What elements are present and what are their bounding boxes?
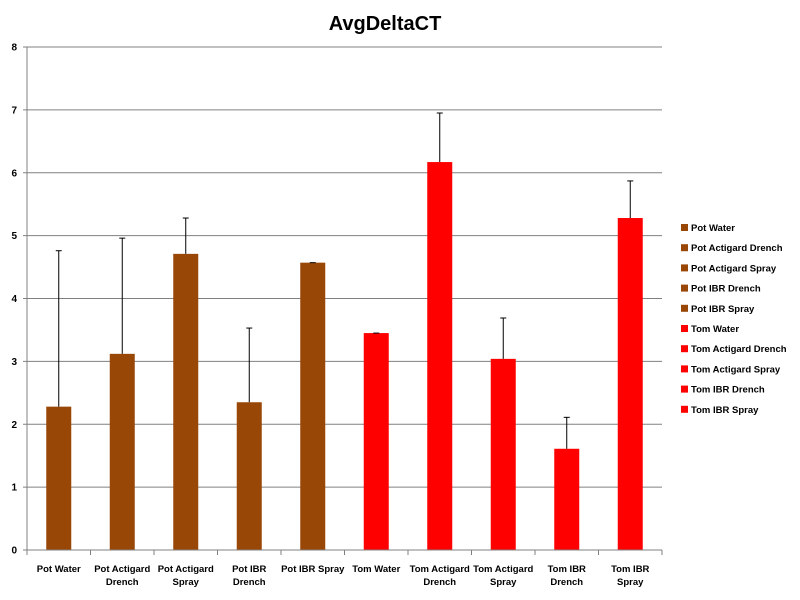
legend-label: Pot Water xyxy=(691,223,735,234)
y-tick-label: 8 xyxy=(11,43,17,54)
bar xyxy=(300,262,326,550)
bar xyxy=(236,402,262,550)
x-tick-label: Pot Actigard Drench xyxy=(94,564,150,588)
legend-swatch xyxy=(681,405,688,413)
x-tick-label: Tom Actigard Spray xyxy=(473,564,533,588)
y-tick-label: 7 xyxy=(11,105,17,116)
x-tick-label: Pot Actigard Spray xyxy=(158,564,214,588)
bar xyxy=(427,162,453,550)
legend-swatch xyxy=(681,345,688,353)
bar xyxy=(173,253,199,550)
legend-label: Pot Actigard Drench xyxy=(691,243,783,254)
legend-swatch xyxy=(681,284,688,292)
x-tick-label: Tom IBR Spray xyxy=(611,564,649,588)
y-tick-label: 5 xyxy=(11,231,17,242)
bars xyxy=(46,162,643,550)
y-tick-label: 1 xyxy=(11,483,17,494)
x-tick-label: Tom Water xyxy=(352,564,400,575)
legend-label: Tom Actigard Drench xyxy=(691,344,787,355)
legend-item: Pot Actigard Drench xyxy=(681,243,783,254)
x-tick-label: Tom IBR Drench xyxy=(548,564,586,588)
legend-label: Tom Water xyxy=(691,324,739,335)
legend-swatch xyxy=(681,304,688,312)
y-tick-label: 0 xyxy=(11,546,17,557)
bar xyxy=(554,448,580,550)
legend-label: Tom IBR Spray xyxy=(691,405,759,416)
error-bars xyxy=(55,112,634,449)
category-labels: Pot Water Pot Actigard Drench Pot Actigard S… xyxy=(37,564,650,588)
y-tick-label: 2 xyxy=(11,420,17,431)
legend: Pot Water Pot Actigard Drench Pot Actigard… xyxy=(681,223,787,416)
legend-item: Tom Water xyxy=(681,324,739,335)
bar xyxy=(363,333,389,550)
legend-item: Pot Water xyxy=(681,223,735,234)
legend-item: Pot Actigard Spray xyxy=(681,263,777,274)
legend-label: Pot IBR Drench xyxy=(691,284,761,295)
legend-label: Pot Actigard Spray xyxy=(691,263,777,274)
bar xyxy=(46,406,72,550)
y-axis-ticks: 0 1 2 3 4 5 6 7 8 xyxy=(11,43,27,557)
x-tick-label: Pot Water xyxy=(37,564,81,575)
legend-swatch xyxy=(681,224,688,231)
legend-item: Tom IBR Spray xyxy=(681,405,759,416)
legend-swatch xyxy=(681,385,688,393)
chart-title: AvgDeltaCT xyxy=(329,13,442,35)
x-tick-label: Tom Actigard Drench xyxy=(410,564,470,588)
legend-item: Pot IBR Drench xyxy=(681,284,761,295)
legend-swatch xyxy=(681,365,688,373)
legend-item: Pot IBR Spray xyxy=(681,304,755,315)
x-tick-label: Pot IBR Drench xyxy=(232,564,266,588)
bar xyxy=(617,218,643,550)
y-tick-label: 4 xyxy=(11,294,17,305)
legend-swatch xyxy=(681,325,688,332)
legend-item: Tom IBR Drench xyxy=(681,385,765,396)
legend-swatch xyxy=(681,264,688,272)
bar xyxy=(490,358,516,550)
legend-label: Tom IBR Drench xyxy=(691,385,765,396)
x-tick-label: Pot IBR Spray xyxy=(281,564,345,575)
y-tick-label: 6 xyxy=(11,168,17,179)
legend-item: Tom Actigard Drench xyxy=(681,344,787,355)
legend-label: Tom Actigard Spray xyxy=(691,364,781,375)
y-tick-label: 3 xyxy=(11,357,17,368)
axes xyxy=(26,47,663,555)
legend-swatch xyxy=(681,244,688,252)
legend-label: Pot IBR Spray xyxy=(691,304,755,315)
legend-item: Tom Actigard Spray xyxy=(681,364,781,375)
bar xyxy=(109,353,135,550)
